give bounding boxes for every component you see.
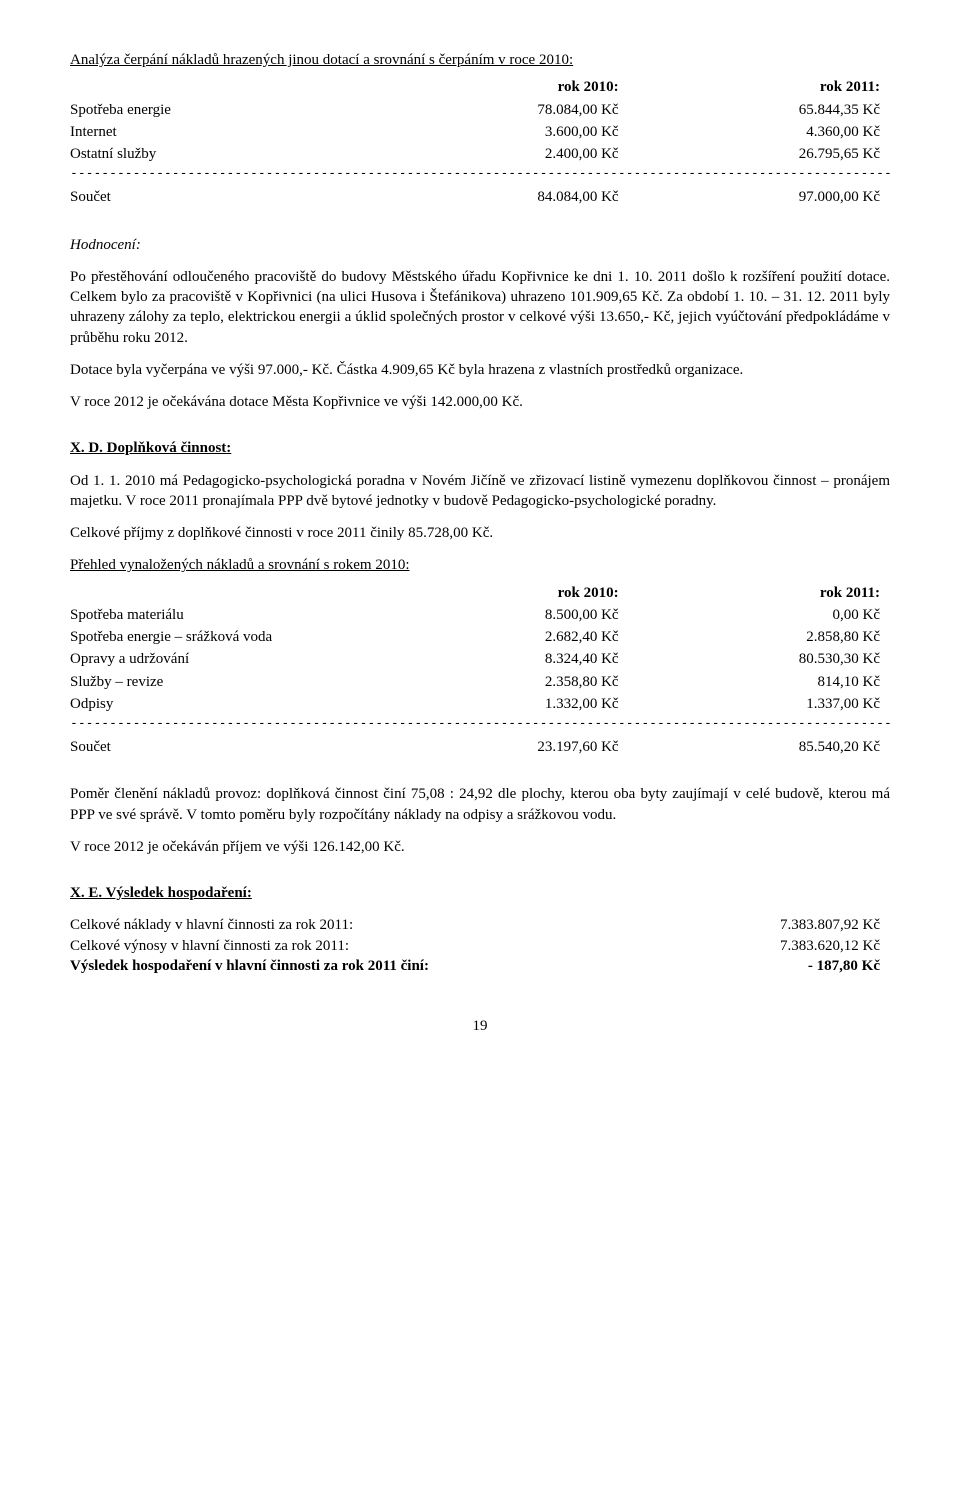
table-row: Spotřeba energie – srážková voda2.682,40…: [70, 626, 890, 648]
table-analysis: rok 2010: rok 2011: Spotřeba energie78.0…: [70, 76, 890, 165]
row-value-2011: 1.337,00 Kč: [669, 693, 890, 715]
paragraph: Celkové příjmy z doplňkové činnosti v ro…: [70, 523, 890, 543]
col-header-2011: rok 2011:: [669, 76, 890, 98]
result-label: Celkové výnosy v hlavní činnosti za rok …: [70, 936, 730, 956]
paragraph: Po přestěhování odloučeného pracoviště d…: [70, 267, 890, 348]
row-value-2011: 814,10 Kč: [669, 671, 890, 693]
row-label: Služby – revize: [70, 671, 447, 693]
section-e-heading: X. E. Výsledek hospodaření:: [70, 883, 890, 903]
table-row: Služby – revize2.358,80 Kč814,10 Kč: [70, 671, 890, 693]
row-value-2010: 8.324,40 Kč: [447, 648, 668, 670]
col-header-2010: rok 2010:: [447, 582, 668, 604]
row-value-2011: 0,00 Kč: [669, 604, 890, 626]
result-value: 7.383.620,12 Kč: [730, 936, 890, 956]
row-value-2011: 4.360,00 Kč: [669, 121, 890, 143]
result-label: Celkové náklady v hlavní činnosti za rok…: [70, 915, 730, 935]
divider-line: ----------------------------------------…: [70, 167, 890, 180]
section-title: Analýza čerpání nákladů hrazených jinou …: [70, 50, 890, 70]
row-value-2011: 2.858,80 Kč: [669, 626, 890, 648]
paragraph: Poměr členění nákladů provoz: doplňková …: [70, 784, 890, 825]
result-row: Celkové výnosy v hlavní činnosti za rok …: [70, 936, 890, 956]
table-overview: rok 2010: rok 2011: Spotřeba materiálu8.…: [70, 582, 890, 716]
page-number: 19: [70, 1016, 890, 1036]
paragraph: V roce 2012 je očekávána dotace Města Ko…: [70, 392, 890, 412]
row-value-2011: 80.530,30 Kč: [669, 648, 890, 670]
row-label: Spotřeba materiálu: [70, 604, 447, 626]
row-value-2011: 26.795,65 Kč: [669, 143, 890, 165]
divider-line: ----------------------------------------…: [70, 717, 890, 730]
row-label: Internet: [70, 121, 447, 143]
table-row: Odpisy1.332,00 Kč1.337,00 Kč: [70, 693, 890, 715]
table-analysis-sum: Součet 84.084,00 Kč 97.000,00 Kč: [70, 186, 890, 208]
table-row: Internet3.600,00 Kč4.360,00 Kč: [70, 121, 890, 143]
table-row: Spotřeba materiálu8.500,00 Kč0,00 Kč: [70, 604, 890, 626]
row-label: Spotřeba energie: [70, 99, 447, 121]
row-label: Opravy a udržování: [70, 648, 447, 670]
row-label: Odpisy: [70, 693, 447, 715]
assessment-heading: Hodnocení:: [70, 235, 890, 255]
row-label: Spotřeba energie – srážková voda: [70, 626, 447, 648]
result-row: Celkové náklady v hlavní činnosti za rok…: [70, 915, 890, 935]
sum-label: Součet: [70, 736, 447, 758]
row-value-2010: 2.682,40 Kč: [447, 626, 668, 648]
result-label: Výsledek hospodaření v hlavní činnosti z…: [70, 956, 730, 976]
section-d-heading: X. D. Doplňková činnost:: [70, 438, 890, 458]
row-value-2011: 65.844,35 Kč: [669, 99, 890, 121]
paragraph: Dotace byla vyčerpána ve výši 97.000,- K…: [70, 360, 890, 380]
table-row: Spotřeba energie78.084,00 Kč65.844,35 Kč: [70, 99, 890, 121]
result-value: 7.383.807,92 Kč: [730, 915, 890, 935]
sum-2010: 84.084,00 Kč: [447, 186, 668, 208]
sum-label: Součet: [70, 186, 447, 208]
row-value-2010: 8.500,00 Kč: [447, 604, 668, 626]
table-row: Opravy a udržování8.324,40 Kč80.530,30 K…: [70, 648, 890, 670]
row-value-2010: 78.084,00 Kč: [447, 99, 668, 121]
row-value-2010: 2.358,80 Kč: [447, 671, 668, 693]
result-row: Výsledek hospodaření v hlavní činnosti z…: [70, 956, 890, 976]
row-value-2010: 2.400,00 Kč: [447, 143, 668, 165]
col-header-2011: rok 2011:: [669, 582, 890, 604]
paragraph: Od 1. 1. 2010 má Pedagogicko-psychologic…: [70, 471, 890, 512]
sum-2010: 23.197,60 Kč: [447, 736, 668, 758]
table-row: Ostatní služby2.400,00 Kč26.795,65 Kč: [70, 143, 890, 165]
row-value-2010: 1.332,00 Kč: [447, 693, 668, 715]
results-block: Celkové náklady v hlavní činnosti za rok…: [70, 915, 890, 976]
result-value: - 187,80 Kč: [730, 956, 890, 976]
row-value-2010: 3.600,00 Kč: [447, 121, 668, 143]
row-label: Ostatní služby: [70, 143, 447, 165]
paragraph: V roce 2012 je očekáván příjem ve výši 1…: [70, 837, 890, 857]
sum-2011: 97.000,00 Kč: [669, 186, 890, 208]
sum-2011: 85.540,20 Kč: [669, 736, 890, 758]
col-header-2010: rok 2010:: [447, 76, 668, 98]
table-overview-sum: Součet 23.197,60 Kč 85.540,20 Kč: [70, 736, 890, 758]
subsection-title: Přehled vynaložených nákladů a srovnání …: [70, 555, 890, 575]
